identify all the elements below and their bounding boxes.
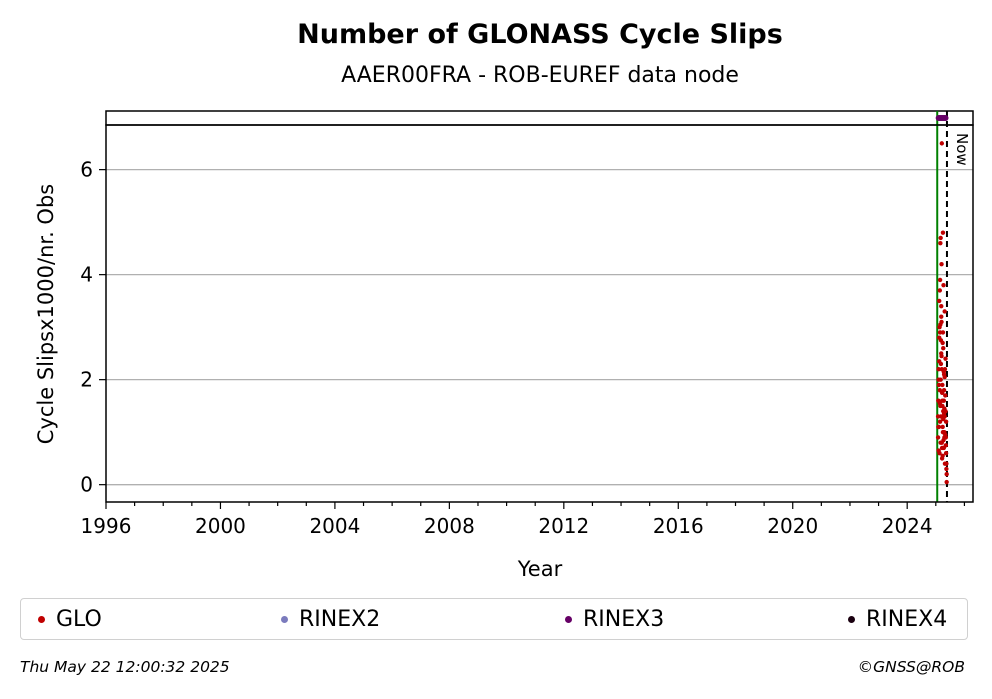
point-glo [941,416,946,422]
point-glo [936,382,942,388]
legend-label-glo: GLO [56,606,102,632]
point-glo [941,369,947,374]
x-tick-label: 2008 [424,514,475,538]
legend-label-rinex4: RINEX4 [866,606,948,632]
x-tick-label: 2020 [767,514,818,538]
y-tick-label: 0 [80,473,93,497]
x-tick-label: 2012 [538,514,589,538]
point-glo [941,345,946,351]
point-glo [943,419,949,424]
legend-label-rinex3: RINEX3 [583,606,665,632]
point-glo [943,450,949,456]
point-glo [935,414,941,419]
y-tick-label: 6 [80,158,93,182]
legend-item-glo: GLO [38,599,102,639]
point-glo [935,435,941,440]
point-glo [944,461,949,466]
point-glo [939,314,944,319]
point-glo [938,240,943,246]
point-glo [939,261,944,267]
legend-item-rinex3: RINEX3 [565,599,664,639]
point-glo [943,443,949,448]
x-tick-label: 2024 [882,514,933,538]
legend-item-rinex2: RINEX2 [281,599,380,639]
point-glo [936,366,941,372]
point-glo [940,382,945,388]
point-glo [937,277,943,283]
point-glo [939,141,945,146]
plot-area: Now 1996 2000 2004 2008 2012 2016 2020 2024 0 2 4 6 [80,110,974,538]
legend-label-rinex2: RINEX2 [299,606,381,632]
legend-marker-rinex2 [281,615,288,623]
point-glo [942,374,947,380]
point-glo [943,356,948,361]
point-glo [937,401,943,406]
y-tick-label: 2 [80,368,93,392]
point-glo [938,235,943,241]
point-glo [940,429,946,435]
point-glo [938,338,944,343]
point-glo [944,479,949,485]
point-glo [940,453,945,458]
point-glo [938,377,943,382]
point-glo [941,411,947,416]
x-tick-label: 1996 [81,514,132,538]
y-axis-label: Cycle Slipsx1000/nr. Obs [34,184,58,444]
point-glo [939,445,945,451]
point-glo [942,406,947,411]
x-tick-label: 2016 [653,514,704,538]
point-glo [941,437,946,443]
point-glo [939,353,944,359]
legend-marker-glo [38,615,45,623]
chart-subtitle: AAER00FRA - ROB-EUREF data node [341,63,739,88]
point-glo [940,230,946,235]
legend-item-rinex4: RINEX4 [848,599,947,639]
x-tick-label: 2000 [195,514,246,538]
point-glo [943,393,948,398]
now-label: Now [953,133,971,166]
point-glo [938,322,943,327]
x-tick-label: 2004 [309,514,360,538]
point-glo [944,471,949,477]
point-glo [940,330,946,335]
point-glo [941,282,946,288]
point-glo [937,359,942,364]
footer-timestamp: Thu May 22 12:00:32 2025 [20,658,230,676]
point-glo [936,448,941,453]
point-glo [940,424,945,430]
point-glo [937,298,942,304]
point-glo [939,390,945,395]
legend-marker-rinex3 [565,615,572,623]
point-glo [937,419,943,424]
y-tick-label: 4 [80,263,93,287]
legend-marker-rinex4 [848,615,855,623]
point-glo [939,303,944,309]
footer-credit: ©GNSS@ROB [857,658,965,676]
legend: GLO RINEX2 RINEX3 RINEX4 [20,598,968,640]
point-rinex3 [942,115,949,121]
top-strip-frame [105,110,974,126]
point-glo [942,309,947,314]
point-glo [944,466,949,472]
plot-frame [105,124,974,503]
point-glo [937,288,943,293]
point-glo [936,424,941,430]
chart-title: Number of GLONASS Cycle Slips [297,19,783,50]
x-axis-label: Year [517,557,563,581]
